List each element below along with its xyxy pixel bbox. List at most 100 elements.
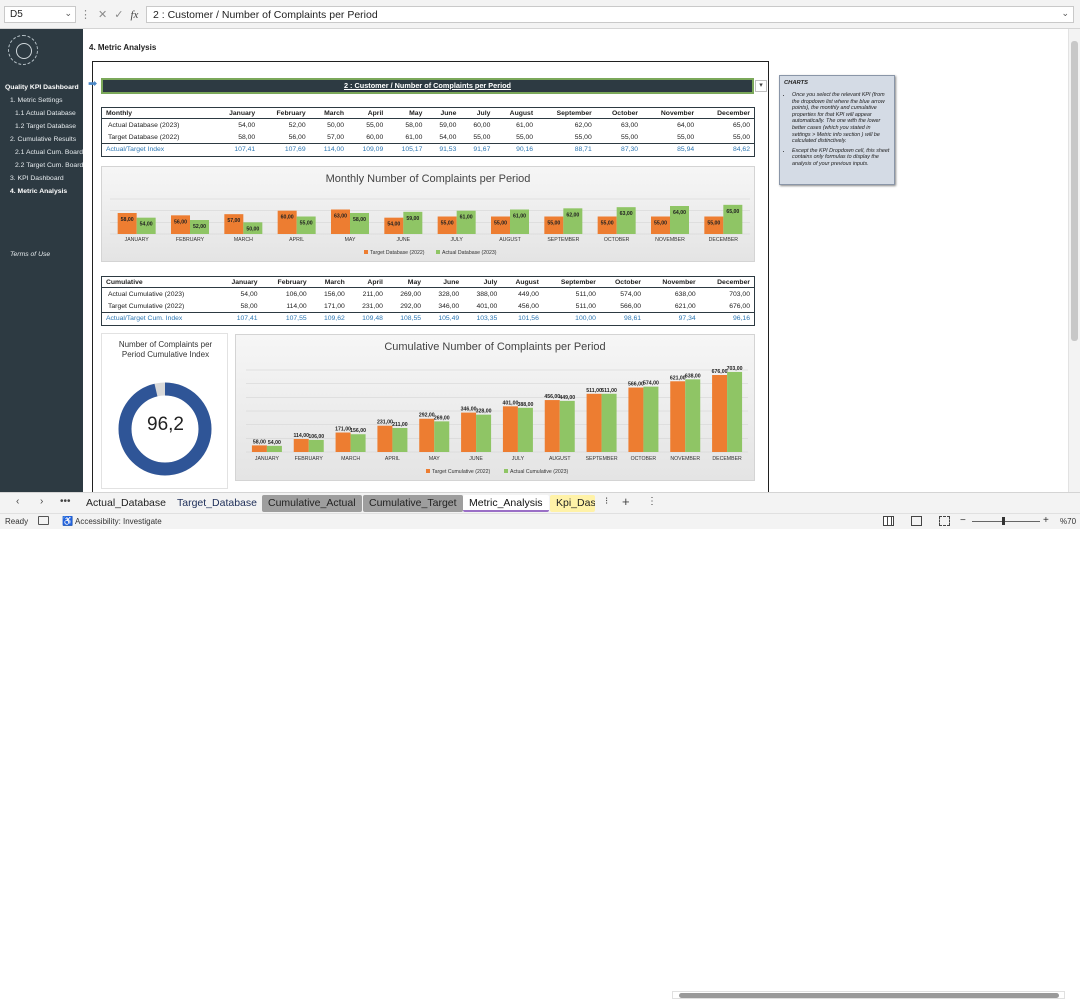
table-cell[interactable]: 54,00	[439, 133, 457, 141]
table-cell[interactable]: 55,00	[473, 133, 491, 141]
table-cell[interactable]: 61,00	[405, 133, 423, 141]
table-cell[interactable]: 60,00	[366, 133, 384, 141]
row-label[interactable]: Actual/Target Index	[101, 143, 213, 156]
sidebar-item-target-cum-board[interactable]: 2.2 Target Cum. Board	[15, 162, 84, 169]
more-tabs-icon[interactable]: •••	[60, 496, 71, 507]
table-cell[interactable]: 269,00	[400, 290, 422, 298]
table-cell[interactable]: 54,00	[238, 121, 256, 129]
table-cell[interactable]: 52,00	[288, 121, 306, 129]
table-cell[interactable]: 56,00	[288, 133, 306, 141]
table-cell[interactable]: 58,00	[240, 302, 258, 310]
table-cell[interactable]: 105,49	[425, 312, 464, 325]
tab-cumulative-actual[interactable]: Cumulative_Actual	[262, 495, 362, 512]
table-cell[interactable]: 60,00	[473, 121, 491, 129]
zoom-slider[interactable]	[972, 521, 1040, 522]
table-cell[interactable]: 638,00	[674, 290, 696, 298]
table-cell[interactable]: 106,00	[285, 290, 307, 298]
confirm-icon[interactable]: ✓	[114, 9, 124, 21]
insert-function-icon[interactable]: fx	[130, 8, 139, 21]
table-cell[interactable]: 90,16	[494, 143, 538, 156]
table-cell[interactable]: 87,30	[595, 143, 643, 156]
name-box[interactable]: D5 ⌄	[4, 6, 76, 23]
horizontal-scrollbar[interactable]	[672, 991, 1065, 999]
table-cell[interactable]: 107,41	[212, 143, 260, 156]
expand-formula-icon[interactable]: ⌄	[1061, 8, 1069, 18]
more-options-icon[interactable]: ⋮	[80, 9, 91, 21]
sidebar-item-actual-cum-board[interactable]: 2.1 Actual Cum. Board	[15, 149, 84, 156]
table-cell[interactable]: 59,00	[439, 121, 457, 129]
table-cell[interactable]: 156,00	[323, 290, 345, 298]
row-label[interactable]: Target Database (2022)	[108, 133, 180, 141]
table-cell[interactable]: 96,16	[699, 312, 755, 325]
sidebar-item-metric-analysis[interactable]: 4. Metric Analysis	[10, 188, 68, 195]
table-cell[interactable]: 58,00	[405, 121, 423, 129]
table-cell[interactable]: 456,00	[518, 302, 539, 310]
table-cell[interactable]: 105,17	[387, 143, 427, 156]
table-cell[interactable]: 328,00	[438, 290, 460, 298]
accessibility-icon[interactable]: ♿	[62, 516, 74, 526]
table-cell[interactable]: 231,00	[362, 302, 383, 310]
page-break-icon[interactable]	[939, 516, 950, 526]
kpi-dropdown[interactable]: 2 : Customer / Number of Complaints per …	[101, 78, 754, 94]
tab-metric-analysis[interactable]: Metric_Analysis	[463, 495, 549, 512]
table-cell[interactable]: 61,00	[516, 121, 534, 129]
table-cell[interactable]: 171,00	[323, 302, 345, 310]
table-cell[interactable]: 566,00	[620, 302, 642, 310]
chevron-right-icon[interactable]: ›	[40, 496, 44, 507]
table-cell[interactable]: 114,00	[286, 302, 307, 310]
zoom-level[interactable]: %70	[1060, 517, 1077, 526]
table-cell[interactable]: 114,00	[309, 143, 349, 156]
table-cell[interactable]: 511,00	[575, 290, 596, 298]
sidebar-item-terms[interactable]: Terms of Use	[10, 251, 51, 258]
table-cell[interactable]: 621,00	[674, 302, 696, 310]
scroll-thumb[interactable]	[1071, 41, 1078, 341]
chevron-down-icon[interactable]: ⌄	[64, 8, 72, 18]
row-label[interactable]: Actual Cumulative (2023)	[108, 290, 185, 298]
table-cell[interactable]: 107,55	[261, 312, 311, 325]
table-cell[interactable]: 55,00	[677, 133, 695, 141]
table-cell[interactable]: 55,00	[516, 133, 534, 141]
table-cell[interactable]: 91,67	[460, 143, 495, 156]
table-cell[interactable]: 55,00	[366, 121, 384, 129]
table-cell[interactable]: 55,00	[621, 133, 639, 141]
table-cell[interactable]: 97,34	[645, 312, 700, 325]
table-cell[interactable]: 292,00	[400, 302, 422, 310]
table-cell[interactable]: 91,53	[426, 143, 461, 156]
table-cell[interactable]: 107,41	[216, 312, 262, 325]
table-cell[interactable]: 107,69	[259, 143, 310, 156]
tab-cumulative-target[interactable]: Cumulative_Target	[363, 495, 463, 512]
table-cell[interactable]: 58,00	[238, 133, 256, 141]
table-cell[interactable]: 703,00	[729, 290, 750, 298]
table-cell[interactable]: 211,00	[362, 290, 383, 298]
tab-kpi-dashboard[interactable]: Kpi_Dash	[550, 495, 595, 512]
table-cell[interactable]: 109,62	[310, 312, 349, 325]
sidebar-item-actual-database[interactable]: 1.1 Actual Database	[15, 110, 76, 117]
table-cell[interactable]: 84,62	[698, 143, 755, 156]
normal-view-icon[interactable]	[883, 516, 894, 526]
table-cell[interactable]: 676,00	[729, 302, 750, 310]
table-cell[interactable]: 62,00	[574, 121, 592, 129]
table-cell[interactable]: 108,55	[386, 312, 426, 325]
table-cell[interactable]: 88,71	[537, 143, 596, 156]
table-cell[interactable]: 388,00	[476, 290, 498, 298]
accessibility-status[interactable]: Accessibility: Investigate	[75, 517, 162, 526]
table-cell[interactable]: 57,00	[327, 133, 345, 141]
table-cell[interactable]: 109,48	[348, 312, 387, 325]
table-cell[interactable]: 63,00	[621, 121, 639, 129]
tab-options-icon[interactable]: ⋮	[647, 496, 657, 507]
table-cell[interactable]: 401,00	[476, 302, 498, 310]
zoom-out-icon[interactable]: −	[960, 515, 966, 526]
table-cell[interactable]: 101,56	[501, 312, 543, 325]
cancel-icon[interactable]: ✕	[98, 9, 108, 21]
macro-recorder-icon[interactable]	[38, 516, 49, 525]
table-cell[interactable]: 85,94	[642, 143, 699, 156]
sidebar-item-cumulative-results[interactable]: 2. Cumulative Results	[10, 136, 77, 143]
table-cell[interactable]: 511,00	[575, 302, 596, 310]
table-cell[interactable]: 98,61	[599, 312, 646, 325]
table-cell[interactable]: 100,00	[542, 312, 600, 325]
table-cell[interactable]: 346,00	[438, 302, 460, 310]
table-cell[interactable]: 55,00	[732, 133, 750, 141]
table-cell[interactable]: 54,00	[240, 290, 258, 298]
sidebar-item-metric-settings[interactable]: 1. Metric Settings	[10, 97, 63, 104]
chevron-left-icon[interactable]: ‹	[16, 496, 20, 507]
